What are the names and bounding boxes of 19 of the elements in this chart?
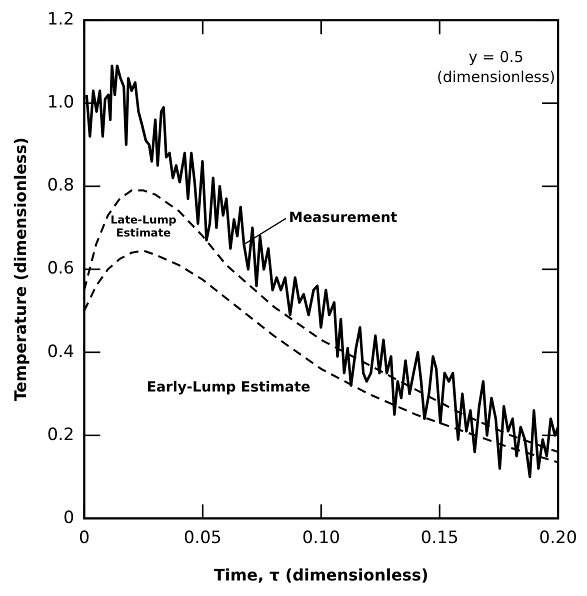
y-axis-title: Temperature (dimensionless): [10, 137, 30, 402]
y-tick-label: 0.2: [47, 424, 74, 445]
annotation: y = 0.5: [468, 48, 524, 66]
y-tick-label: 1.2: [47, 10, 74, 30]
x-tick-label: 0.15: [420, 528, 459, 548]
y-tick-label: 0.8: [47, 176, 74, 196]
series-label: Early-Lump Estimate: [146, 379, 310, 396]
text: Measurement: [288, 210, 398, 226]
y-tick-label: 0: [63, 508, 74, 528]
x-tick-label: 0.20: [539, 528, 578, 548]
x-tick-label: 0.05: [184, 528, 222, 548]
x-axis-title: Time, τ (dimensionless): [214, 566, 428, 585]
x-tick-label: 0.10: [302, 528, 340, 548]
x-tick-label: 0: [78, 528, 90, 548]
y-tick-label: 1.0: [47, 92, 74, 113]
series-label: Late-Lump Estimate: [110, 213, 177, 240]
annotation: (dimensionless): [436, 68, 556, 86]
y-tick-label: 0.6: [47, 258, 74, 279]
y-tick-label: 0.4: [47, 342, 74, 362]
